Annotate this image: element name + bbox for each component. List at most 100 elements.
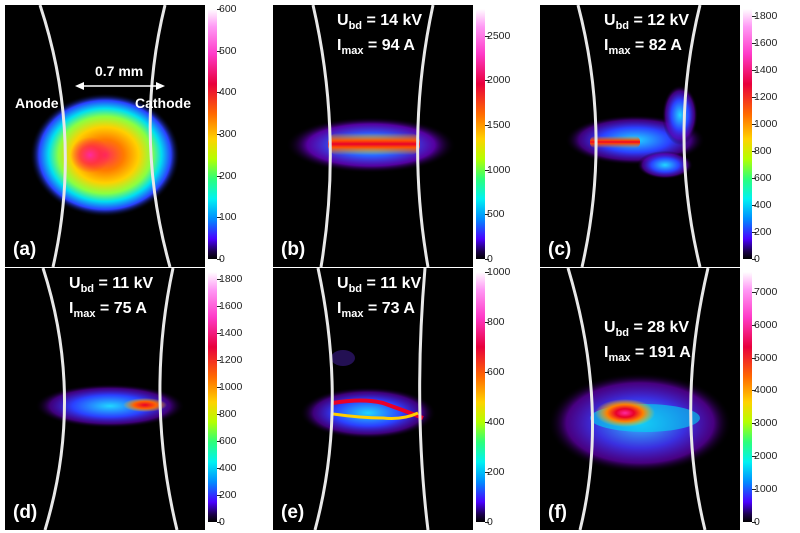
max-current: 73 A bbox=[381, 300, 415, 318]
colorbar-tick-mark bbox=[752, 177, 756, 179]
colorbar-tick-label: 7000 bbox=[754, 285, 778, 298]
colorbar-tick-mark bbox=[217, 217, 221, 219]
colorbar-tick-label: 600 bbox=[754, 171, 772, 184]
colorbar-tick-mark bbox=[217, 359, 221, 361]
colorbar-tick-mark bbox=[485, 272, 489, 273]
colorbar-tick-label: 2000 bbox=[487, 74, 511, 87]
colorbar-tick-mark bbox=[752, 150, 756, 152]
colorbar-tick-mark bbox=[217, 386, 221, 388]
breakdown-voltage: 11 kV bbox=[380, 275, 422, 292]
plasma-emission-a bbox=[30, 5, 180, 267]
colorbar-tick-mark bbox=[485, 259, 489, 260]
colorbar-tick-mark bbox=[752, 390, 756, 392]
colorbar-tick-label: 200 bbox=[219, 488, 237, 501]
colorbar-tick-label: 1600 bbox=[219, 299, 243, 312]
colorbar-b bbox=[476, 9, 485, 259]
colorbar-tick-label: 0 bbox=[487, 516, 493, 528]
emission-image-d: Ubd = 11 kV Imax = 75 A (d) bbox=[5, 268, 205, 530]
colorbar-tick-mark bbox=[217, 134, 221, 135]
colorbar-tick-mark bbox=[485, 169, 489, 171]
emission-image-a: 0.7 mm Anode Cathode (a) bbox=[5, 5, 205, 267]
max-current: 191 A bbox=[648, 344, 691, 362]
colorbar-tick-label: 5000 bbox=[754, 351, 778, 364]
colorbar-tick-label: 500 bbox=[487, 208, 505, 221]
colorbar-tick-label: 500 bbox=[219, 44, 237, 57]
colorbar-tick-mark bbox=[752, 96, 756, 98]
colorbar-tick-label: 800 bbox=[754, 144, 772, 157]
discharge-params: Ubd = 28 kV Imax = 191 A bbox=[604, 319, 691, 365]
colorbar-tick-mark bbox=[485, 422, 489, 423]
max-current: 82 A bbox=[648, 37, 682, 55]
colorbar-tick-label: 100 bbox=[219, 211, 237, 224]
colorbar-tick-label: 1600 bbox=[754, 36, 778, 49]
colorbar-tick-label: 300 bbox=[219, 128, 237, 140]
colorbar-tick-mark bbox=[485, 322, 489, 323]
colorbar-tick-mark bbox=[752, 522, 756, 523]
colorbar-tick-mark bbox=[752, 204, 756, 206]
colorbar-tick-label: 600 bbox=[219, 434, 237, 447]
colorbar-tick-label: 0 bbox=[219, 516, 225, 528]
panel-a: 0.7 mm Anode Cathode (a) 600 500 400 300 200… bbox=[5, 3, 273, 267]
emission-image-e: Ubd = 11 kV Imax = 73 A (e) bbox=[273, 268, 473, 530]
colorbar-tick-label: 200 bbox=[487, 466, 505, 478]
colorbar-tick-label: 1800 bbox=[754, 9, 778, 22]
colorbar-tick-label: 0 bbox=[754, 516, 760, 528]
emission-image-b: Ubd = 14 kV Imax = 94 A (b) bbox=[273, 5, 473, 267]
colorbar-tick-mark bbox=[217, 92, 221, 94]
colorbar-c bbox=[743, 9, 752, 259]
colorbar-tick-label: 800 bbox=[487, 316, 505, 328]
colorbar-tick-mark bbox=[752, 231, 756, 233]
colorbar-tick-mark bbox=[485, 125, 489, 127]
discharge-params: Ubd = 12 kV Imax = 82 A bbox=[604, 12, 690, 58]
breakdown-voltage: 12 kV bbox=[647, 12, 690, 29]
panel-label: (a) bbox=[13, 239, 37, 260]
colorbar-d bbox=[208, 272, 217, 522]
colorbar-tick-mark bbox=[752, 423, 756, 425]
colorbar-f bbox=[743, 272, 752, 522]
panel-label: (c) bbox=[548, 239, 572, 260]
colorbar-tick-label: 400 bbox=[487, 416, 505, 428]
colorbar-tick-mark bbox=[485, 522, 489, 523]
breakdown-voltage: 14 kV bbox=[380, 12, 423, 29]
panel-label: (f) bbox=[548, 502, 567, 523]
panel-c: Ubd = 12 kV Imax = 82 A (c) 1800 1600 1400… bbox=[540, 5, 800, 267]
colorbar-tick-label: 0 bbox=[754, 253, 760, 265]
colorbar-tick-label: 400 bbox=[219, 86, 237, 99]
colorbar-e bbox=[476, 272, 485, 522]
colorbar-tick-label: 1400 bbox=[754, 63, 778, 76]
panel-label: (e) bbox=[281, 502, 305, 523]
discharge-params: Ubd = 11 kV Imax = 75 A bbox=[69, 275, 154, 321]
discharge-params: Ubd = 11 kV Imax = 73 A bbox=[337, 275, 422, 321]
discharge-params: Ubd = 14 kV Imax = 94 A bbox=[337, 12, 423, 58]
breakdown-voltage: 11 kV bbox=[112, 275, 154, 292]
colorbar-tick-mark bbox=[485, 372, 489, 373]
colorbar-tick-label: 600 bbox=[487, 366, 505, 378]
panel-label: (d) bbox=[13, 502, 38, 523]
colorbar-tick-mark bbox=[752, 69, 756, 71]
colorbar-tick-label: 400 bbox=[754, 198, 772, 211]
panel-e: Ubd = 11 kV Imax = 73 A (e) 1000 800 600 40… bbox=[273, 266, 541, 530]
colorbar-tick-mark bbox=[217, 522, 221, 523]
plasma-emission-c bbox=[565, 5, 705, 267]
colorbar-tick-label: 0 bbox=[487, 253, 493, 265]
colorbar-tick-mark bbox=[485, 80, 489, 82]
colorbar-tick-mark bbox=[752, 456, 756, 458]
panel-b: Ubd = 14 kV Imax = 94 A (b) 2500 2000 1500… bbox=[273, 5, 541, 267]
breakdown-voltage: 28 kV bbox=[647, 319, 690, 336]
colorbar-tick-mark bbox=[752, 42, 756, 44]
panel-f: Ubd = 28 kV Imax = 191 A (f) 7000 6000 500… bbox=[540, 268, 800, 530]
emission-image-c: Ubd = 12 kV Imax = 82 A (c) bbox=[540, 5, 740, 267]
colorbar-tick-label: 200 bbox=[219, 169, 237, 182]
colorbar-tick-label: 1000 bbox=[487, 163, 511, 176]
plasma-emission-d bbox=[35, 268, 185, 530]
colorbar-tick-label: 1000 bbox=[219, 380, 243, 393]
colorbar-tick-mark bbox=[217, 278, 221, 280]
colorbar-tick-label: 1400 bbox=[219, 326, 243, 339]
plasma-emission-f bbox=[548, 268, 732, 530]
anode-label: Anode bbox=[15, 95, 59, 111]
colorbar-tick-label: 800 bbox=[219, 407, 237, 420]
colorbar-tick-label: 600 bbox=[219, 3, 237, 15]
colorbar-tick-mark bbox=[217, 50, 221, 52]
colorbar-tick-label: 6000 bbox=[754, 318, 778, 331]
colorbar-tick-mark bbox=[217, 332, 221, 334]
